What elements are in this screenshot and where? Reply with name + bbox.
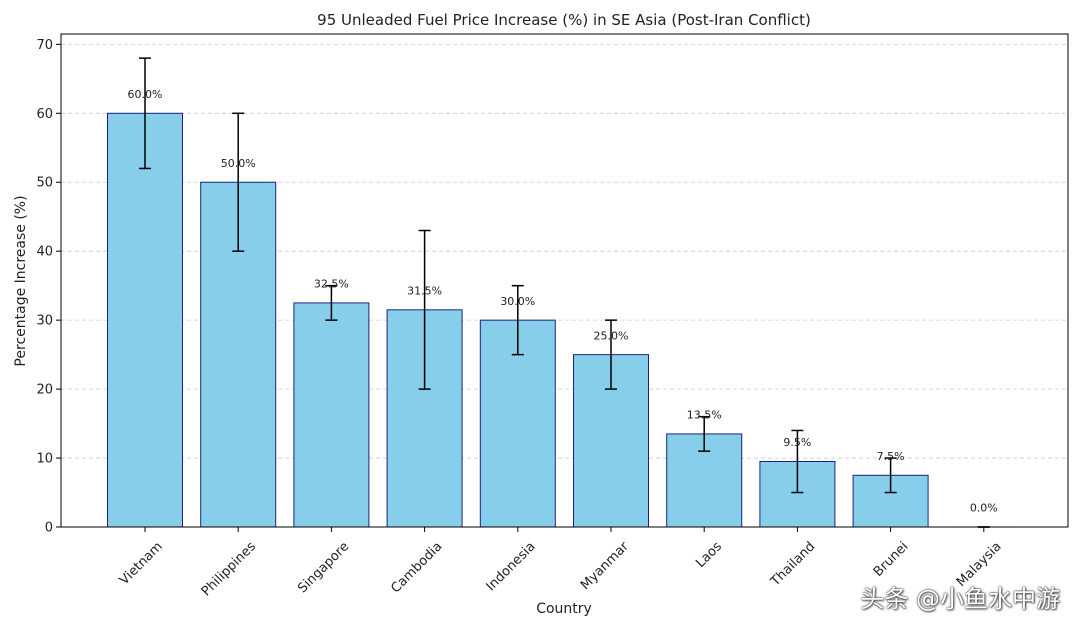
x-tick-label: Thailand bbox=[767, 539, 818, 590]
data-label: 60.0% bbox=[128, 88, 163, 101]
data-label: 9.5% bbox=[783, 436, 811, 449]
x-axis-label: Country bbox=[536, 601, 592, 617]
data-labels: 60.0% 50.0% 32.5% 31.5% 30.0% 25.0% 13.5% 9.5% 7… bbox=[128, 88, 998, 515]
data-label: 31.5% bbox=[407, 284, 442, 297]
x-tick-label: Philippines bbox=[199, 539, 259, 599]
x-tick-label: Laos bbox=[693, 539, 725, 571]
data-label: 30.0% bbox=[500, 295, 535, 308]
y-tick-label: 70 bbox=[36, 38, 53, 53]
data-label: 25.0% bbox=[594, 329, 629, 342]
x-tick-label: Brunei bbox=[871, 539, 912, 580]
bar bbox=[107, 112, 183, 528]
x-tick-label: Indonesia bbox=[484, 539, 539, 594]
y-tick-label: 30 bbox=[36, 314, 53, 329]
chart-title: 95 Unleaded Fuel Price Increase (%) in S… bbox=[317, 11, 811, 29]
y-tick-label: 0 bbox=[45, 521, 53, 536]
plot-frame bbox=[60, 33, 1069, 528]
data-label: 32.5% bbox=[314, 278, 349, 291]
y-tick-label: 60 bbox=[36, 107, 53, 122]
y-tick-label: 10 bbox=[36, 452, 53, 467]
x-tick-label: Singapore bbox=[295, 539, 352, 596]
bars bbox=[107, 112, 1022, 528]
y-tick-label: 40 bbox=[36, 245, 53, 260]
data-label: 7.5% bbox=[877, 450, 905, 463]
data-label: 13.5% bbox=[687, 409, 722, 422]
y-tick-label: 20 bbox=[36, 383, 53, 398]
watermark-text: 头条 @小鱼水中游 bbox=[860, 585, 1060, 613]
x-tick-label: Cambodia bbox=[388, 539, 445, 596]
data-label: 0.0% bbox=[970, 502, 998, 515]
bar bbox=[293, 302, 370, 528]
x-tick-label: Vietnam bbox=[117, 539, 166, 588]
y-axis-ticks: 0 10 20 30 40 50 60 70 bbox=[36, 38, 61, 536]
data-label: 50.0% bbox=[221, 157, 256, 170]
x-tick-label: Myanmar bbox=[578, 539, 632, 593]
y-axis-label: Percentage Increase (%) bbox=[13, 195, 29, 366]
y-tick-label: 50 bbox=[36, 176, 53, 191]
